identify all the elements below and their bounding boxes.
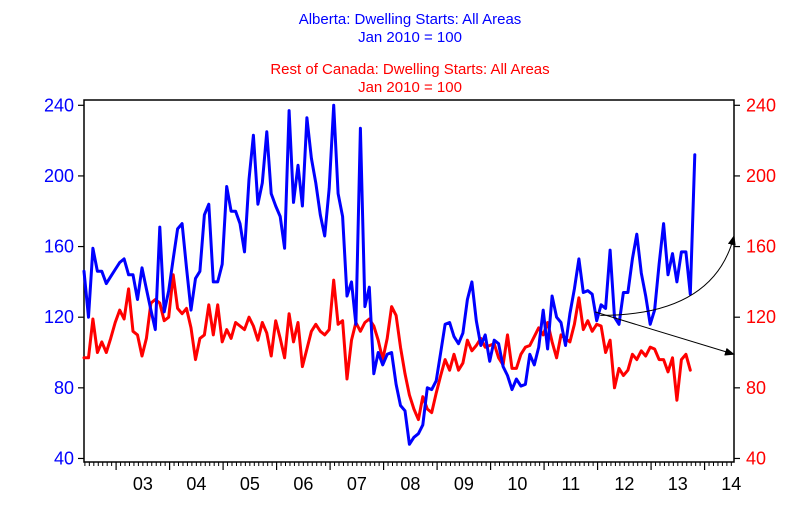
x-tick-label: 05 bbox=[240, 474, 260, 494]
plot-frame bbox=[83, 99, 735, 463]
annotation-arrow-down bbox=[594, 311, 735, 356]
alberta-series-line bbox=[82, 103, 697, 446]
x-tick-label: 03 bbox=[133, 474, 153, 494]
x-tick-label: 11 bbox=[561, 474, 580, 494]
x-tick-label: 08 bbox=[400, 474, 420, 494]
rest-of-canada-series-line bbox=[82, 273, 692, 422]
right-y-tick-label: 80 bbox=[746, 378, 766, 398]
right-y-tick-label: 160 bbox=[746, 237, 776, 257]
right-y-tick-label: 200 bbox=[746, 166, 776, 186]
x-tick-label: 07 bbox=[347, 474, 367, 494]
x-axis: 03 04 05 06 07 08 09 10 11 12 13 14 bbox=[84, 462, 741, 494]
x-tick-label: 10 bbox=[507, 474, 527, 494]
rest-of-canada-subtitle: Jan 2010 = 100 bbox=[358, 79, 462, 96]
alberta-subtitle: Jan 2010 = 100 bbox=[358, 29, 462, 46]
annotations bbox=[594, 235, 736, 356]
annotation-arrow-up bbox=[600, 235, 736, 316]
alberta-title: Alberta: Dwelling Starts: All Areas bbox=[299, 11, 522, 28]
x-tick-label: 13 bbox=[668, 474, 688, 494]
left-y-axis: 40 80 120 160 200 240 bbox=[44, 95, 84, 468]
left-y-tick-label: 240 bbox=[44, 95, 74, 115]
chart-titles: Alberta: Dwelling Starts: All Areas Jan … bbox=[270, 11, 549, 96]
right-y-axis: 40 80 120 160 200 240 bbox=[734, 95, 776, 468]
x-tick-label: 06 bbox=[293, 474, 313, 494]
x-tick-label: 09 bbox=[454, 474, 474, 494]
left-y-tick-label: 40 bbox=[54, 448, 74, 468]
x-tick-label: 14 bbox=[721, 474, 741, 494]
x-tick-label: 04 bbox=[186, 474, 206, 494]
left-y-tick-label: 200 bbox=[44, 166, 74, 186]
series-group bbox=[82, 103, 697, 446]
left-y-tick-label: 80 bbox=[54, 378, 74, 398]
rest-of-canada-title: Rest of Canada: Dwelling Starts: All Are… bbox=[270, 61, 549, 78]
right-y-tick-label: 240 bbox=[746, 95, 776, 115]
left-y-tick-label: 160 bbox=[44, 237, 74, 257]
right-y-tick-label: 120 bbox=[746, 307, 776, 327]
right-y-tick-label: 40 bbox=[746, 448, 766, 468]
left-y-tick-label: 120 bbox=[44, 307, 74, 327]
x-tick-label: 12 bbox=[614, 474, 634, 494]
